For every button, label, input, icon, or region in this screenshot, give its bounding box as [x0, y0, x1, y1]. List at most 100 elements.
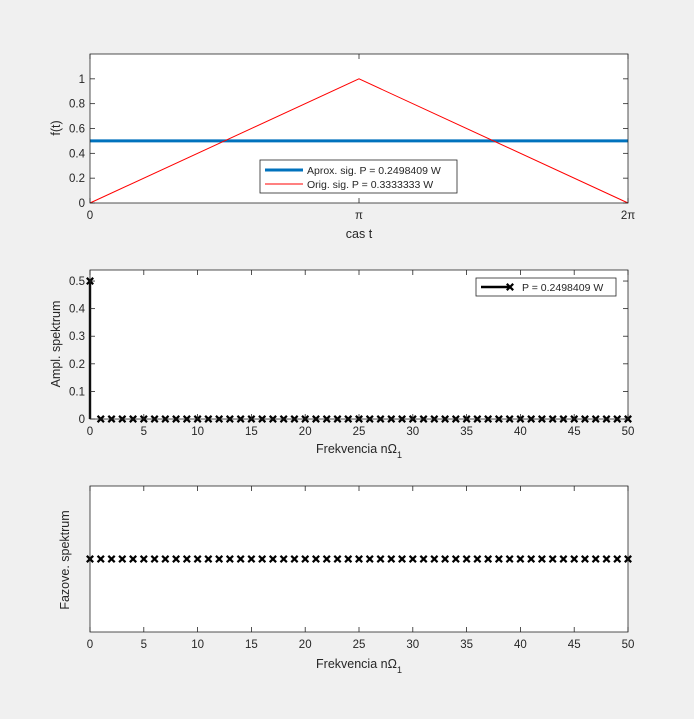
series-line-1 [89, 78, 629, 204]
x-tick-label: 30 [406, 639, 419, 651]
y-tick-label: 0.2 [69, 359, 85, 371]
x-tick-label: 50 [622, 639, 635, 651]
stem-marker-15 [247, 555, 256, 563]
series-group [86, 555, 632, 563]
x-tick-label: 15 [245, 639, 258, 651]
stem-marker-26 [365, 555, 374, 563]
x-tick-label: 2π [621, 210, 635, 222]
phase-xlabel-sub: 1 [397, 665, 402, 675]
stem-marker-3 [118, 555, 127, 563]
x-tick-label: 50 [622, 426, 635, 438]
stem-marker-4 [129, 555, 138, 563]
amplitude-ylabel: Ampl. spektrum [49, 301, 63, 388]
x-tick-label: 30 [406, 426, 419, 438]
stem-marker-7 [161, 555, 170, 563]
stem-marker-23 [333, 555, 342, 563]
x-tick-label: 5 [141, 426, 147, 438]
signal-xlabel: cas t [346, 227, 373, 241]
legend-box [259, 159, 458, 194]
phase-xlabel: Frekvencia nΩ1 [316, 657, 402, 675]
x-tick-label: 35 [460, 639, 473, 651]
amplitude-xlabel-main: Frekvencia nΩ [316, 442, 397, 456]
x-tick-label: 0 [87, 639, 93, 651]
stem-marker-24 [344, 555, 353, 563]
stem-marker-8 [172, 555, 181, 563]
stem-marker-20 [301, 555, 310, 563]
y-tick-label: 0.4 [69, 304, 86, 316]
y-tick-label: 0.4 [69, 148, 86, 160]
amplitude-xlabel: Frekvencia nΩ1 [316, 442, 402, 460]
stem-marker-13 [225, 555, 234, 563]
stem-marker-11 [204, 555, 213, 563]
stem-marker-27 [376, 555, 385, 563]
stem-marker-18 [279, 555, 288, 563]
x-tick-label: 45 [568, 639, 581, 651]
stem-marker-31 [419, 555, 428, 563]
stem-marker-10 [193, 555, 202, 563]
stem-marker-33 [441, 555, 450, 563]
y-tick-label: 0 [79, 198, 85, 210]
signal-axes: f(t) cas t 0 π 2π 0 0.2 0.4 0.6 0.8 1 Aprox. sig.… [49, 53, 635, 241]
legend-entry: Orig. sig. P = 0.3333333 W [307, 179, 433, 191]
stem-marker-29 [398, 555, 407, 563]
legend-entry: Aprox. sig. P = 0.2498409 W [307, 165, 441, 177]
stem-marker-46 [580, 555, 589, 563]
legend-entry: P = 0.2498409 W [522, 282, 603, 294]
x-tick-label: π [355, 210, 363, 222]
stem-marker-35 [462, 555, 471, 563]
stem-marker-48 [602, 555, 611, 563]
x-tick-label: 45 [568, 426, 581, 438]
stem-marker-25 [355, 555, 363, 563]
phase-ylabel: Fazove. spektrum [58, 510, 72, 609]
x-tick-label: 10 [191, 426, 204, 438]
x-tick-label: 15 [245, 426, 258, 438]
x-tick-label: 35 [460, 426, 473, 438]
stem-marker-30 [408, 555, 417, 563]
amplitude-xlabel-sub: 1 [397, 450, 402, 460]
amplitude-spectrum-axes: Ampl. spektrum Frekvencia nΩ1 0 5 10 15 20 25… [49, 269, 635, 460]
y-tick-label: 0.8 [69, 99, 85, 111]
phase-xlabel-main: Frekvencia nΩ [316, 657, 397, 671]
stem-marker-21 [311, 555, 320, 563]
stem-marker-37 [484, 555, 493, 563]
signal-legend: Aprox. sig. P = 0.2498409 W Orig. sig. P … [259, 159, 458, 194]
y-tick-label: 0.6 [69, 124, 85, 136]
x-tick-label: 0 [87, 426, 93, 438]
stem-marker-2 [107, 555, 116, 563]
y-tick-label: 0.2 [69, 173, 85, 185]
stem-marker-36 [473, 555, 482, 563]
legend-marker [506, 283, 514, 291]
stem-marker-38 [494, 555, 503, 563]
stem-marker-40 [516, 555, 525, 563]
x-tick-label: 40 [514, 639, 527, 651]
y-tick-label: 0.3 [69, 331, 85, 343]
stem-marker-45 [570, 555, 579, 563]
stem-marker-14 [236, 555, 245, 563]
stem-marker-39 [505, 555, 514, 563]
stem-marker-22 [322, 555, 331, 563]
stem-marker-16 [258, 555, 267, 563]
stem-marker-32 [430, 555, 439, 563]
stem-marker-1 [96, 555, 105, 563]
phase-spectrum-axes: Fazove. spektrum Frekvencia nΩ1 0 5 10 15 20… [58, 485, 635, 675]
y-tick-label: 0.1 [69, 386, 85, 398]
y-tick-label: 1 [79, 74, 85, 86]
stem-marker-9 [182, 555, 191, 563]
stem-marker-12 [215, 555, 224, 563]
x-tick-label: 0 [87, 210, 93, 222]
y-tick-label: 0.5 [69, 276, 85, 288]
stem-marker-5 [139, 555, 148, 563]
x-tick-label: 5 [141, 639, 147, 651]
amplitude-legend: P = 0.2498409 W [475, 277, 617, 297]
series-group [89, 78, 629, 204]
stem-marker-43 [548, 555, 557, 563]
x-tick-label: 25 [353, 426, 366, 438]
legend-box [475, 277, 617, 297]
stem-marker-6 [150, 555, 159, 563]
stem-marker-28 [387, 555, 396, 563]
y-tick-label: 0 [79, 414, 85, 426]
x-tick-label: 20 [299, 639, 312, 651]
stem-marker-34 [451, 555, 460, 563]
stem-marker-42 [537, 555, 546, 563]
